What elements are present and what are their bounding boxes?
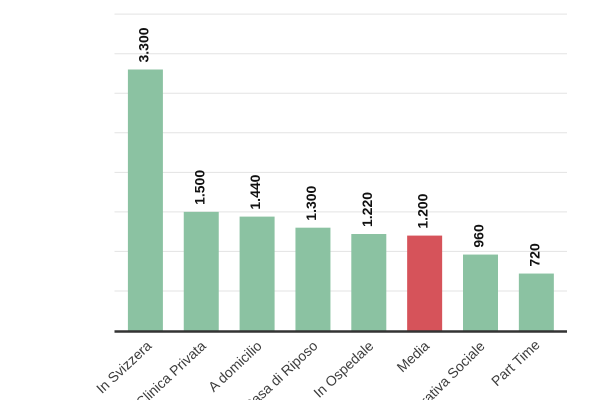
svg-text:3.300: 3.300 (135, 27, 151, 62)
svg-text:1.220: 1.220 (359, 192, 375, 227)
svg-text:1.500: 1.500 (191, 170, 207, 205)
svg-text:720: 720 (526, 243, 542, 267)
svg-text:1.200: 1.200 (415, 193, 431, 228)
svg-text:1.440: 1.440 (247, 174, 263, 209)
svg-text:1.300: 1.300 (303, 185, 319, 220)
svg-text:960: 960 (471, 224, 487, 248)
